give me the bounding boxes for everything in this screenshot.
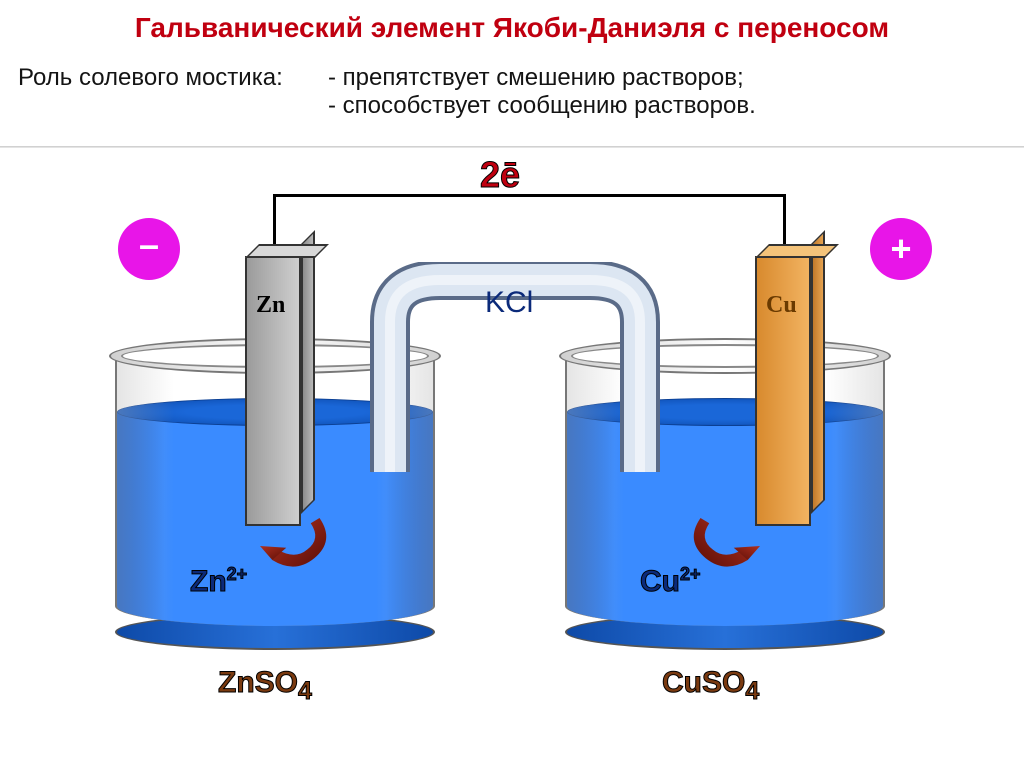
subtitle-row: Роль солевого мостика: - препятствует см… [18, 64, 1006, 120]
subtitle-bullets: - препятствует смешению растворов; - спо… [328, 64, 1006, 120]
wire-horizontal [273, 194, 786, 197]
beaker-cu [565, 356, 885, 646]
solution-zn-label: ZnSO4 [218, 666, 312, 706]
minus-symbol: – [139, 234, 159, 256]
electrode-cu-top [755, 244, 839, 258]
beaker-cu-wall [565, 356, 885, 626]
beaker-cu-rim-inner [571, 344, 879, 368]
ion-cu-label: Cu2+ [640, 564, 701, 599]
subtitle-label: Роль солевого мостика: [18, 64, 328, 120]
subtitle-bullet-2: - способствует сообщению растворов. [328, 92, 1006, 120]
electrode-zn-side [301, 230, 315, 514]
electrode-cu-side [811, 230, 825, 514]
galvanic-cell-diagram: 2ē – + KCl Zn Cu [0, 146, 1024, 768]
solution-cu-label: CuSO4 [662, 666, 759, 706]
electrode-zn-top [245, 244, 329, 258]
cathode-sign: + [870, 218, 932, 280]
arrow-zn-dissolve [250, 504, 340, 574]
page-title: Гальванический элемент Якоби-Даниэля с п… [0, 12, 1024, 44]
subtitle-bullet-1: - препятствует смешению растворов; [328, 64, 1006, 92]
plus-symbol: + [890, 228, 911, 270]
anode-sign: – [118, 218, 180, 280]
electron-transfer-label: 2ē [480, 154, 520, 196]
electrode-zn-label: Zn [256, 292, 285, 319]
salt-bridge-label: KCl [485, 286, 533, 320]
electrode-cu-label: Cu [766, 292, 797, 319]
ion-zn-label: Zn2+ [190, 564, 247, 599]
